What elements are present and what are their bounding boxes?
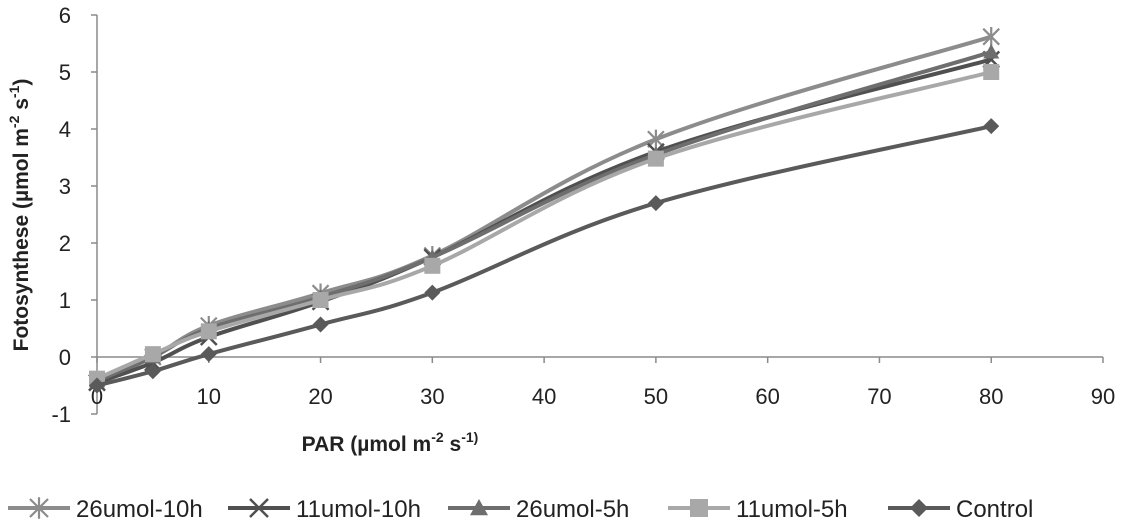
data-point [144, 346, 161, 363]
series-line [96, 70, 992, 381]
legend-label: 11umol-10h [296, 496, 421, 523]
y-axis-title: Fotosynthese (µmol m-2 s-1) [6, 79, 33, 352]
x-axis-title: PAR (µmol m-2 s-1) [302, 429, 479, 456]
x-tick-label: 20 [308, 384, 332, 409]
x-tick-label: 50 [644, 384, 668, 409]
legend-label: Control [956, 496, 1033, 523]
data-point [470, 499, 488, 516]
y-tick-label: 2 [59, 231, 71, 256]
data-point [249, 498, 269, 518]
legend-item: Control [888, 496, 1033, 523]
y-tick-label: -1 [51, 402, 71, 427]
series-11umol-5h [89, 64, 1000, 387]
axes [96, 15, 1103, 414]
data-point [424, 257, 441, 274]
y-tick-label: 6 [59, 3, 71, 28]
y-tick-label: 1 [59, 288, 71, 313]
data-point [983, 44, 1000, 59]
data-point [647, 129, 665, 149]
legend-label: 11umol-5h [736, 496, 848, 523]
data-point [647, 150, 664, 167]
x-ticks: 0 10 20 30 40 50 60 70 80 90 [91, 357, 1115, 409]
legend-label: 26umol-10h [76, 496, 203, 523]
y-tick-label: 5 [59, 60, 71, 85]
legend: 26umol-10h 11umol-10h 26umol-5h 11umol-5h Co… [8, 496, 1033, 523]
x-tick-label: 40 [532, 384, 556, 409]
data-point [200, 346, 217, 363]
legend-item: 26umol-10h [8, 496, 203, 523]
data-point [89, 377, 105, 394]
data-point [29, 497, 49, 519]
y-tick-label: 3 [59, 174, 71, 199]
data-point [312, 316, 329, 333]
data-point [424, 284, 441, 301]
legend-item: 11umol-5h [668, 496, 848, 523]
legend-item: 26umol-5h [448, 496, 629, 523]
x-tick-label: 30 [420, 384, 444, 409]
data-point [312, 292, 329, 308]
x-tick-label: 90 [1091, 384, 1115, 409]
data-point [647, 195, 664, 212]
data-point [910, 499, 928, 517]
data-point [983, 118, 1000, 135]
series-Control [89, 118, 1000, 394]
y-tick-label: 0 [59, 345, 71, 370]
y-tick-label: 4 [59, 117, 71, 142]
x-tick-label: 60 [755, 384, 779, 409]
y-ticks: -1 0 1 2 3 4 5 6 [51, 3, 97, 427]
x-tick-label: 70 [867, 384, 891, 409]
series-layer [88, 27, 1001, 394]
x-tick-label: 80 [979, 384, 1003, 409]
data-point [690, 499, 708, 517]
legend-item: 11umol-10h [228, 496, 421, 523]
legend-label: 26umol-5h [516, 496, 629, 523]
data-point [144, 363, 161, 380]
data-point [200, 323, 217, 340]
data-point [983, 64, 1000, 80]
series-26umol-5h [89, 44, 1000, 388]
series-line [96, 124, 992, 388]
series-line [96, 57, 992, 385]
data-point [982, 27, 1000, 47]
x-tick-label: 10 [197, 384, 221, 409]
